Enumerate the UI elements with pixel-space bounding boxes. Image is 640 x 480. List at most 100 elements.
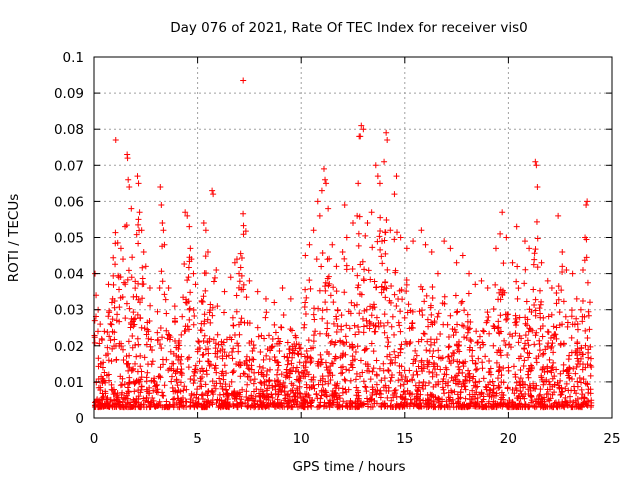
- data-point: [265, 332, 272, 339]
- data-point: [445, 353, 452, 360]
- data-point: [275, 402, 282, 409]
- data-point: [530, 261, 537, 268]
- data-point: [160, 227, 167, 234]
- data-point: [391, 331, 398, 338]
- data-point: [376, 390, 383, 397]
- data-point: [475, 355, 482, 362]
- data-point: [234, 390, 241, 397]
- data-point: [301, 321, 308, 328]
- data-point: [447, 312, 454, 319]
- data-point: [330, 284, 337, 291]
- data-point: [188, 392, 195, 399]
- data-point: [281, 403, 288, 410]
- data-point: [207, 319, 214, 326]
- data-point: [549, 375, 556, 382]
- data-point: [295, 341, 302, 348]
- data-point: [209, 304, 216, 311]
- data-point: [502, 400, 509, 407]
- data-point: [109, 387, 116, 394]
- data-point: [504, 351, 511, 358]
- data-point: [357, 291, 364, 298]
- data-point: [423, 292, 430, 299]
- data-point: [112, 400, 119, 407]
- data-point: [466, 270, 473, 277]
- data-point: [517, 388, 524, 395]
- data-point: [170, 388, 177, 395]
- data-point: [568, 307, 575, 314]
- data-point: [416, 308, 423, 315]
- data-point: [513, 223, 520, 230]
- data-point: [240, 370, 247, 377]
- data-point: [356, 310, 363, 317]
- data-point: [304, 354, 311, 361]
- data-point: [582, 364, 589, 371]
- data-point: [428, 248, 435, 255]
- data-point: [338, 370, 345, 377]
- data-point: [240, 281, 247, 288]
- data-point: [496, 289, 503, 296]
- data-point: [460, 323, 467, 330]
- data-point: [454, 342, 461, 349]
- data-point: [355, 180, 362, 187]
- data-point: [476, 378, 483, 385]
- data-point: [310, 227, 317, 234]
- data-point: [310, 382, 317, 389]
- data-point: [562, 385, 569, 392]
- data-point: [185, 274, 192, 281]
- data-point: [120, 279, 127, 286]
- data-point: [461, 403, 468, 410]
- data-point: [234, 340, 241, 347]
- data-point: [534, 264, 541, 271]
- data-point: [192, 366, 199, 373]
- data-point: [360, 276, 367, 283]
- data-point: [246, 320, 253, 327]
- data-point: [133, 353, 140, 360]
- data-point: [237, 373, 244, 380]
- data-point: [456, 378, 463, 385]
- data-point: [175, 387, 182, 394]
- data-point: [192, 362, 199, 369]
- data-point: [391, 291, 398, 298]
- data-point: [116, 318, 123, 325]
- data-point: [123, 300, 130, 307]
- data-point: [483, 386, 490, 393]
- data-point: [551, 331, 558, 338]
- x-tick-label: 20: [500, 431, 517, 447]
- data-point: [454, 308, 461, 315]
- data-point: [236, 278, 243, 285]
- data-point: [418, 365, 425, 372]
- data-point: [120, 256, 127, 263]
- data-point: [514, 263, 521, 270]
- data-point: [415, 338, 422, 345]
- data-point: [586, 326, 593, 333]
- data-point: [198, 392, 205, 399]
- data-point: [140, 395, 147, 402]
- data-point: [559, 269, 566, 276]
- data-point: [96, 403, 103, 410]
- data-point: [157, 183, 164, 190]
- data-point: [356, 213, 363, 220]
- data-point: [526, 382, 533, 389]
- data-point: [577, 360, 584, 367]
- data-point: [489, 378, 496, 385]
- data-point: [261, 335, 268, 342]
- data-point: [144, 326, 151, 333]
- data-point: [317, 351, 324, 358]
- scatter-points: [91, 77, 595, 411]
- data-point: [120, 395, 127, 402]
- data-point: [133, 231, 140, 238]
- data-point: [392, 354, 399, 361]
- data-point: [314, 360, 321, 367]
- data-point: [141, 354, 148, 361]
- data-point: [532, 158, 539, 165]
- data-point: [272, 329, 279, 336]
- data-point: [101, 369, 108, 376]
- data-point: [333, 288, 340, 295]
- data-point: [246, 366, 253, 373]
- data-point: [332, 353, 339, 360]
- data-point: [525, 328, 532, 335]
- data-point: [533, 218, 540, 225]
- data-point: [534, 183, 541, 190]
- data-point: [550, 323, 557, 330]
- data-point: [142, 263, 149, 270]
